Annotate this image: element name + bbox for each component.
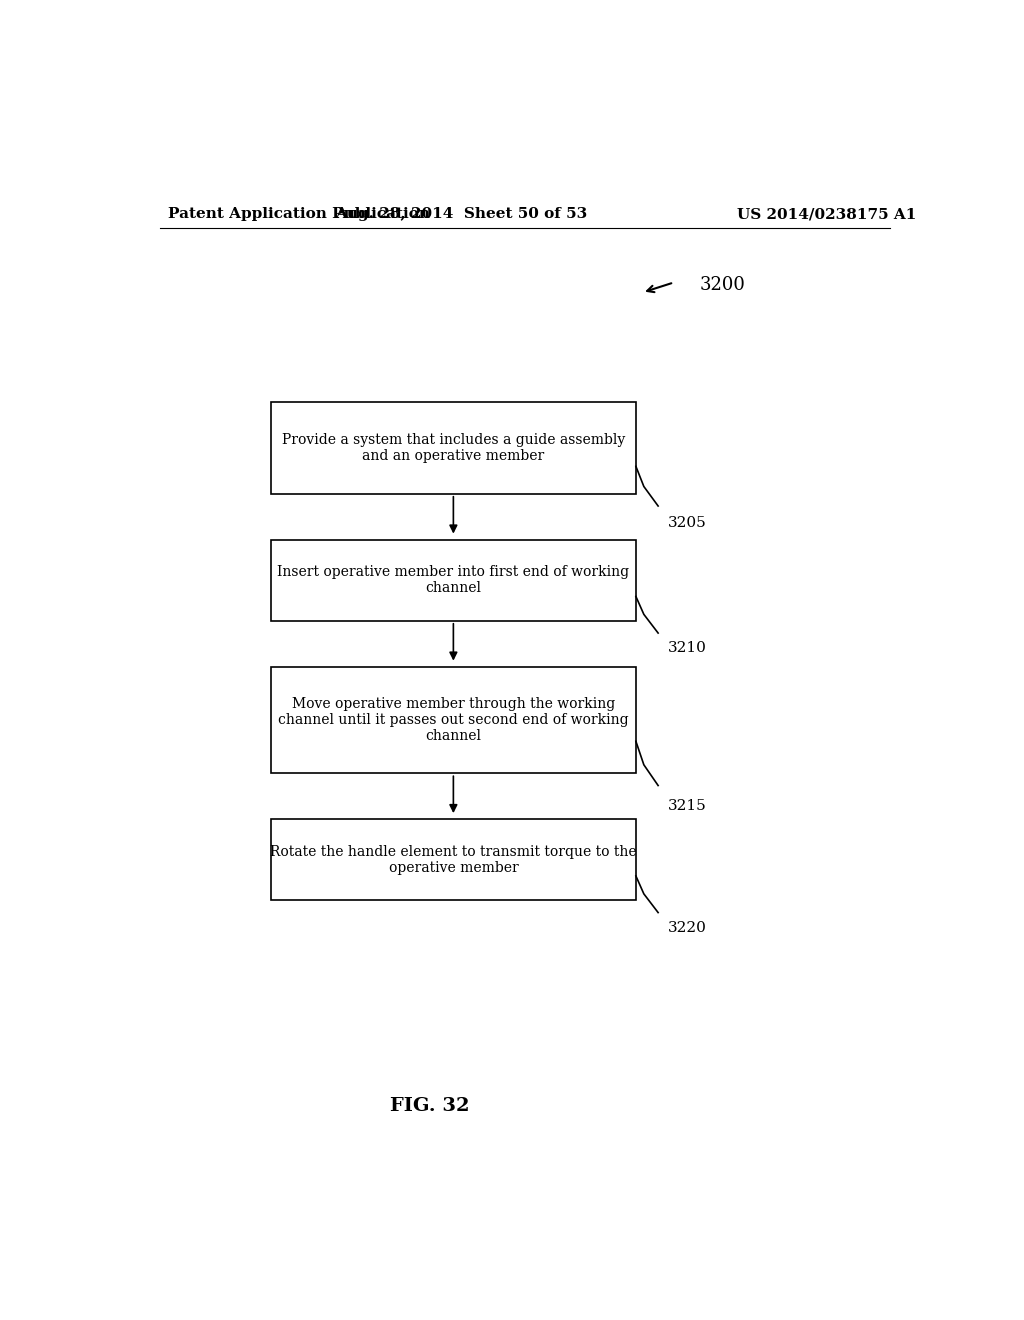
Text: 3220: 3220	[668, 921, 707, 935]
Text: Move operative member through the working
channel until it passes out second end: Move operative member through the workin…	[279, 697, 629, 743]
Text: 3210: 3210	[668, 642, 707, 655]
Text: US 2014/0238175 A1: US 2014/0238175 A1	[736, 207, 916, 222]
FancyBboxPatch shape	[270, 667, 636, 774]
Text: 3215: 3215	[668, 799, 707, 813]
Text: Rotate the handle element to transmit torque to the
operative member: Rotate the handle element to transmit to…	[270, 845, 637, 875]
Text: 3205: 3205	[668, 516, 707, 531]
Text: Provide a system that includes a guide assembly
and an operative member: Provide a system that includes a guide a…	[282, 433, 625, 463]
Text: Aug. 28, 2014  Sheet 50 of 53: Aug. 28, 2014 Sheet 50 of 53	[335, 207, 588, 222]
FancyBboxPatch shape	[270, 540, 636, 620]
Text: FIG. 32: FIG. 32	[390, 1097, 469, 1114]
Text: 3200: 3200	[699, 276, 745, 294]
Text: Patent Application Publication: Patent Application Publication	[168, 207, 430, 222]
Text: Insert operative member into first end of working
channel: Insert operative member into first end o…	[278, 565, 630, 595]
FancyBboxPatch shape	[270, 403, 636, 494]
FancyBboxPatch shape	[270, 818, 636, 900]
